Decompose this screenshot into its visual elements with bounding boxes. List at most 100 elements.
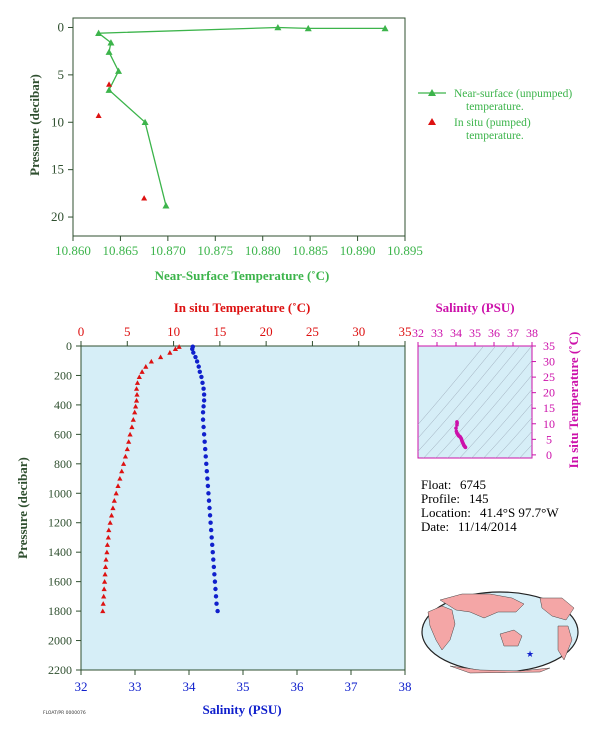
profile-pressure-tick-label: 1000	[48, 486, 72, 500]
profile-salinity-tick-label: 33	[129, 679, 142, 694]
map-land	[427, 593, 575, 674]
location-label: Location:	[421, 505, 471, 520]
temperature-point	[101, 593, 107, 599]
profile-pressure-tick-label: 1400	[48, 545, 72, 559]
ts-contour	[418, 346, 509, 452]
temperature-point	[130, 417, 136, 422]
land-north-america	[539, 597, 575, 621]
ts-xtick-label: 34	[450, 326, 462, 340]
profile-pressure-tick-label: 0	[66, 339, 72, 353]
profile-temperature-tick-label: 15	[213, 324, 226, 339]
insitu-point	[95, 112, 102, 119]
profile-pressure-tick-label: 2000	[48, 634, 72, 648]
ts-xtick-label: 33	[431, 326, 443, 340]
near-surface-point	[274, 23, 282, 31]
insitu-point	[141, 195, 148, 201]
profile-temperature-tick-label: 30	[352, 324, 365, 339]
near-surface-point	[162, 202, 170, 209]
near-surface-point	[141, 118, 149, 126]
profile-temperature-tick-label: 35	[399, 324, 412, 339]
near-surface-plot-area	[72, 17, 406, 237]
near-surface-point	[105, 48, 113, 55]
ts-contour	[519, 444, 532, 458]
near-surface-point	[107, 39, 115, 46]
salinity-point	[201, 392, 207, 397]
salinity-point	[204, 461, 209, 467]
salinity-point	[214, 601, 219, 606]
salinity-point	[211, 557, 216, 562]
salinity-point	[196, 364, 201, 369]
salinity-point	[212, 572, 217, 577]
profile-temperature-tick-label: 0	[78, 324, 85, 339]
profile-value: 145	[469, 491, 489, 506]
temperature-point	[133, 397, 140, 403]
location-value: 41.4°S 97.7°W	[480, 505, 559, 520]
ts-density-contours	[418, 346, 532, 458]
profile-salinity-tick-label: 38	[399, 679, 412, 694]
temperature-point	[108, 512, 115, 518]
profile-temperature-tick-label: 20	[260, 324, 273, 339]
land-eurasia	[439, 593, 525, 619]
float-info: Float: 6745 Profile: 145 Location: 41.4°…	[421, 477, 559, 534]
temperature-point	[111, 498, 117, 503]
ns-xtick-label: 10.860	[55, 243, 91, 258]
salinity-point	[215, 608, 220, 614]
salinity-point	[213, 594, 219, 599]
land-africa	[427, 605, 456, 651]
ts-contour	[423, 346, 521, 458]
ts-point	[463, 445, 468, 450]
profile-plot-area	[80, 345, 406, 671]
temperature-point	[176, 344, 182, 349]
salinity-point	[201, 386, 206, 391]
temperature-point	[148, 358, 154, 364]
legend-marker-insitu	[428, 118, 436, 125]
salinity-point	[199, 374, 204, 380]
near-surface-legend: Near-surface (unpumped) temperature. In …	[418, 88, 572, 142]
footer-stamp: FLOAT/PR 0000076	[43, 710, 86, 716]
ns-xtick-label: 10.870	[150, 243, 186, 258]
temperature-point	[158, 354, 164, 360]
ns-ytick-label: 15	[51, 162, 64, 177]
ts-point	[455, 423, 459, 427]
ts-contour	[471, 388, 532, 458]
temperature-point	[104, 542, 110, 547]
temperature-point	[102, 571, 108, 577]
salinity-point	[208, 527, 214, 533]
ts-ytick-label: 15	[543, 401, 555, 415]
legend-label-insitu-1: In situ (pumped)	[454, 117, 531, 129]
salinity-point	[207, 505, 212, 511]
profile-salinity-tick-label: 37	[345, 679, 359, 694]
ts-contour	[435, 346, 532, 458]
ts-ytick-label: 10	[543, 417, 555, 431]
salinity-point	[211, 564, 217, 570]
float-value: 6745	[460, 477, 486, 492]
salinity-point	[190, 346, 195, 352]
near-surface-ylabel: Pressure (decibar)	[27, 74, 42, 176]
salinity-point	[210, 542, 215, 548]
ts-contour	[483, 403, 532, 458]
temperature-point	[132, 409, 138, 415]
temperature-point	[134, 392, 140, 397]
salinity-point	[202, 439, 207, 444]
temperature-point	[105, 534, 111, 540]
ns-xtick-label: 10.890	[340, 243, 376, 258]
profile-pressure-tick-label: 1200	[48, 516, 72, 530]
float-label: Float:	[421, 477, 451, 492]
near-surface-point	[381, 24, 389, 32]
ts-contour	[495, 417, 532, 458]
ts-contour	[447, 359, 532, 458]
legend-label-insitu-2: temperature.	[466, 130, 524, 142]
ts-ylabel: In situ Temperature (˚C)	[566, 332, 581, 469]
salinity-point	[208, 520, 213, 525]
profile-pressure-tick-label: 1800	[48, 604, 72, 618]
profile-pressure-tick-label: 2200	[48, 663, 72, 677]
ts-marks	[454, 420, 468, 450]
ns-ytick-label: 0	[58, 19, 65, 34]
temperature-point	[100, 608, 106, 614]
salinity-point	[207, 513, 213, 518]
profile-salinity-tick-label: 32	[75, 679, 88, 694]
near-surface-point	[95, 29, 103, 36]
ts-ytick-label: 25	[543, 370, 555, 384]
profile-pressure-tick-label: 800	[54, 457, 72, 471]
salinity-point	[203, 446, 208, 452]
